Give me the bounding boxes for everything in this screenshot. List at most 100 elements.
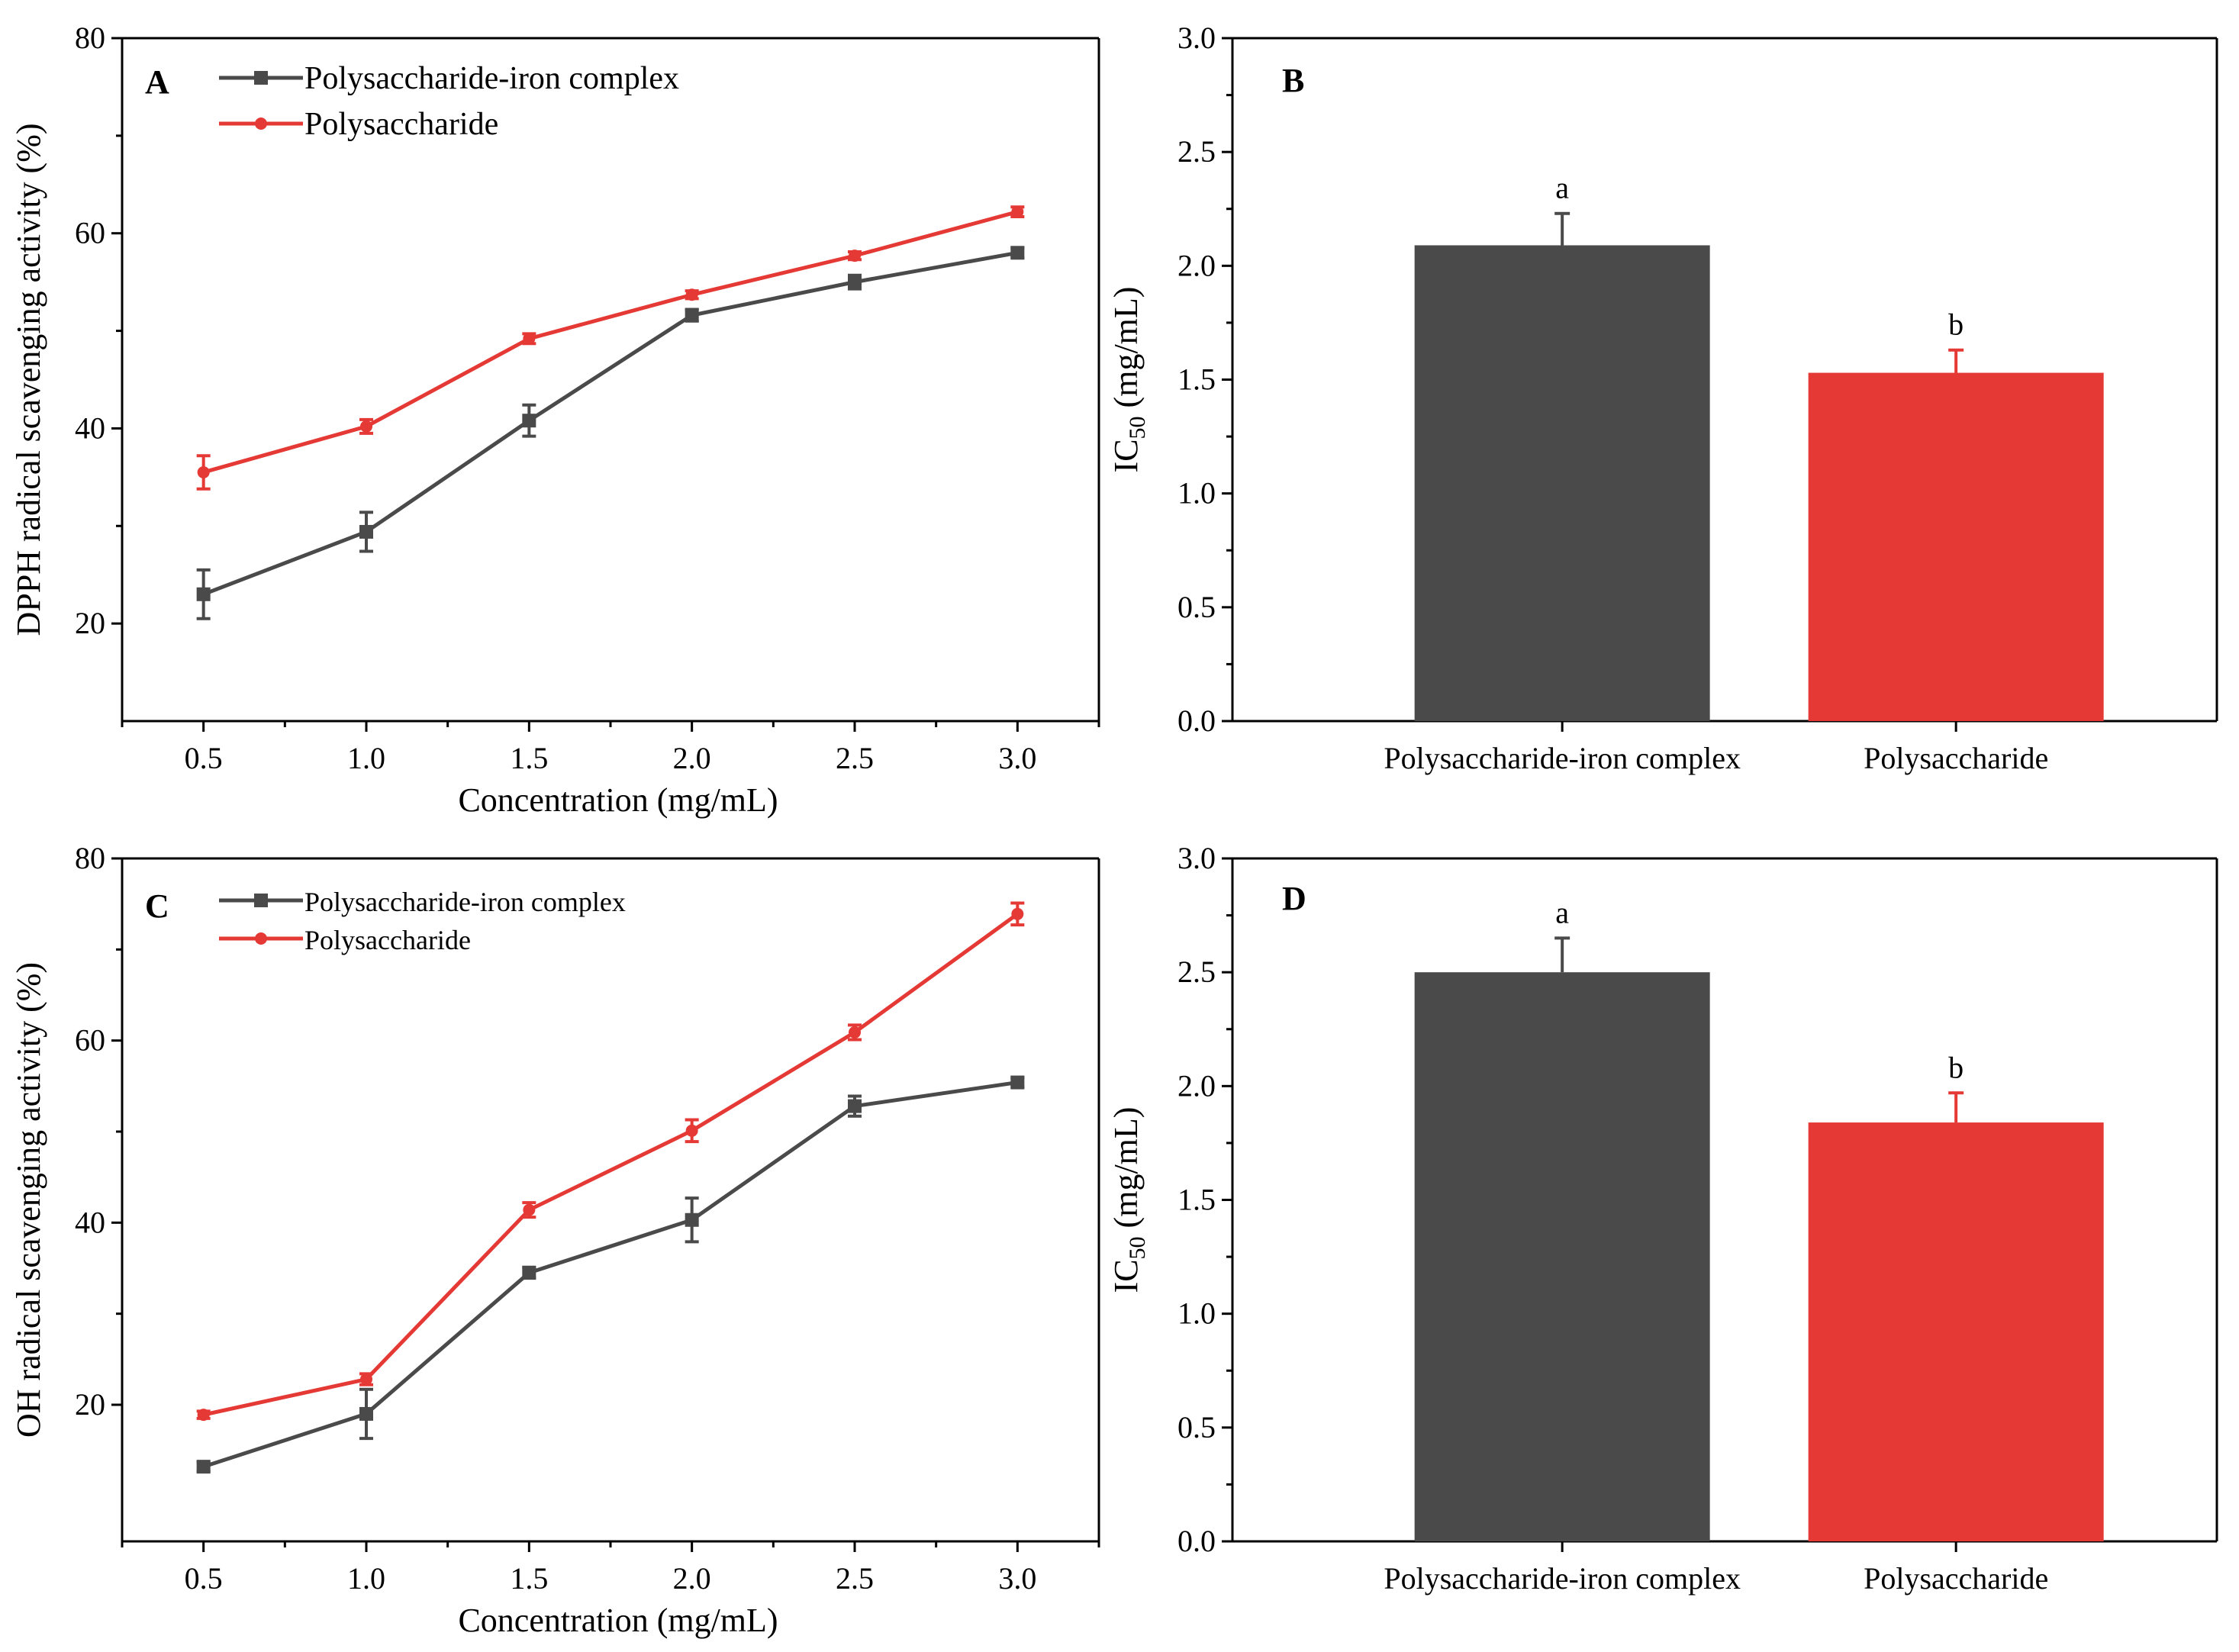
significance-letter: b	[1948, 1050, 1964, 1084]
x-tick-label: 2.0	[673, 1561, 711, 1596]
data-point-circle	[1011, 205, 1024, 218]
series-line-polysaccharide	[203, 912, 1019, 1417]
legend-label: Polysaccharide	[304, 107, 498, 142]
y-tick-label: 60	[75, 1023, 105, 1058]
y-axis-title: IC50 (mg/mL)	[1107, 287, 1150, 473]
data-point-circle	[685, 1124, 698, 1137]
series-line-iron-complex	[202, 1080, 1018, 1469]
data-point-square	[1010, 246, 1025, 260]
panel-letter: A	[145, 63, 169, 101]
x-axis-title: Concentration (mg/mL)	[458, 781, 778, 819]
y-tick-label: 0.5	[1177, 590, 1216, 624]
x-tick-label: 1.0	[347, 1561, 385, 1596]
y-axis-title-main: IC	[1107, 439, 1145, 472]
data-point-circle	[685, 288, 698, 301]
x-tick-label: 0.5	[185, 741, 223, 775]
y-tick-label: 1.5	[1177, 362, 1216, 397]
y-tick-label: 1.0	[1177, 476, 1216, 510]
data-point-square	[522, 414, 536, 428]
significance-letter: b	[1948, 308, 1964, 342]
x-tick-label: 0.5	[185, 1561, 223, 1596]
data-point-square	[196, 1460, 211, 1474]
y-tick-label: 1.0	[1177, 1296, 1216, 1331]
x-category-label: Polysaccharide	[1864, 1561, 2048, 1596]
y-tick-label: 80	[75, 21, 105, 55]
panel-letter: C	[145, 887, 169, 925]
y-tick-label: 80	[75, 841, 105, 875]
y-tick-label: 60	[75, 216, 105, 250]
bar-iron-complex	[1414, 972, 1710, 1541]
series-line-iron-complex	[202, 250, 1018, 597]
data-point-square	[359, 524, 373, 539]
x-tick-label: 1.0	[347, 741, 385, 775]
data-point-square	[359, 1406, 373, 1421]
data-point-circle	[197, 465, 210, 478]
y-tick-label: 40	[75, 411, 105, 445]
data-point-square	[685, 1212, 699, 1227]
chart-panel-d: D 0.0 0.5 1.0 1.5 2.0 2.5 3.0 a Polysaccharide-ir…	[1107, 841, 2218, 1596]
data-point-square	[848, 275, 862, 289]
legend-label: Polysaccharide	[304, 925, 471, 955]
y-axis-title: IC50 (mg/mL)	[1107, 1107, 1150, 1293]
y-tick-label: 3.0	[1177, 21, 1216, 55]
x-tick-label: 3.0	[998, 741, 1036, 775]
data-point-circle	[523, 1203, 536, 1216]
chart-panel-b: B 0.0 0.5 1.0 1.5 2.0 2.5 3.0 a Polysaccharide-ir…	[1107, 21, 2218, 775]
series-line-polysaccharide	[202, 210, 1018, 475]
y-tick-label: 2.5	[1177, 134, 1216, 169]
y-axis-title-unit: (mg/mL)	[1107, 1107, 1145, 1237]
y-tick-label: 3.0	[1177, 841, 1216, 875]
data-point-circle	[849, 1026, 861, 1039]
x-category-label: Polysaccharide-iron complex	[1384, 741, 1741, 775]
legend-marker-square	[254, 894, 268, 907]
y-axis-title-subscript: 50	[1125, 1236, 1150, 1259]
significance-letter: a	[1555, 895, 1569, 929]
data-point-square	[1010, 1075, 1025, 1090]
data-point-circle	[849, 250, 861, 262]
x-tick-label: 1.5	[510, 741, 548, 775]
data-point-circle	[360, 420, 372, 433]
legend-label: Polysaccharide-iron complex	[304, 61, 679, 96]
chart-panel-a: A 20 40 60 80 0.5 1.0 1.5 2.0 2.5 3.0 Concentration…	[10, 21, 1100, 819]
y-tick-label: 2.0	[1177, 248, 1216, 282]
y-tick-label: 40	[75, 1205, 105, 1239]
panel-letter: B	[1282, 62, 1304, 99]
data-point-circle	[197, 1409, 210, 1422]
y-tick-label: 1.5	[1177, 1183, 1216, 1217]
legend-marker-circle	[255, 118, 267, 130]
y-tick-label: 20	[75, 606, 105, 640]
chart-panel-c: C 20 40 60 80 0.5 1.0 1.5 2.0 2.5 3.0 Concentration…	[10, 841, 1100, 1639]
x-tick-label: 2.5	[836, 741, 874, 775]
data-point-circle	[360, 1373, 372, 1386]
x-axis-title: Concentration (mg/mL)	[458, 1602, 778, 1639]
x-tick-label: 2.5	[836, 1561, 874, 1596]
legend-label: Polysaccharide-iron complex	[304, 887, 626, 917]
x-category-label: Polysaccharide	[1864, 741, 2048, 775]
significance-letter: a	[1555, 171, 1569, 205]
y-tick-label: 0.0	[1177, 704, 1216, 738]
y-axis-title-unit: (mg/mL)	[1107, 287, 1145, 417]
bar-polysaccharide	[1808, 372, 2104, 721]
y-tick-label: 2.5	[1177, 955, 1216, 989]
data-point-square	[196, 587, 211, 601]
bar-polysaccharide	[1808, 1122, 2104, 1541]
data-point-square	[848, 1099, 862, 1113]
y-axis-title: OH radical scavenging activity (%)	[10, 962, 47, 1438]
x-category-label: Polysaccharide-iron complex	[1384, 1561, 1741, 1596]
x-tick-label: 3.0	[998, 1561, 1036, 1596]
data-point-circle	[1011, 907, 1024, 920]
panel-letter: D	[1282, 880, 1306, 917]
legend-marker-square	[254, 71, 268, 85]
legend-marker-circle	[255, 932, 267, 945]
y-tick-label: 2.0	[1177, 1068, 1216, 1103]
data-point-square	[685, 308, 699, 323]
x-tick-label: 2.0	[673, 741, 711, 775]
y-axis-title: DPPH radical scavenging activity (%)	[10, 123, 47, 636]
x-tick-label: 1.5	[510, 1561, 548, 1596]
y-axis-title-main: IC	[1107, 1259, 1145, 1293]
y-tick-label: 0.5	[1177, 1410, 1216, 1444]
data-point-circle	[523, 332, 536, 345]
y-tick-label: 20	[75, 1387, 105, 1422]
data-point-square	[522, 1265, 536, 1280]
